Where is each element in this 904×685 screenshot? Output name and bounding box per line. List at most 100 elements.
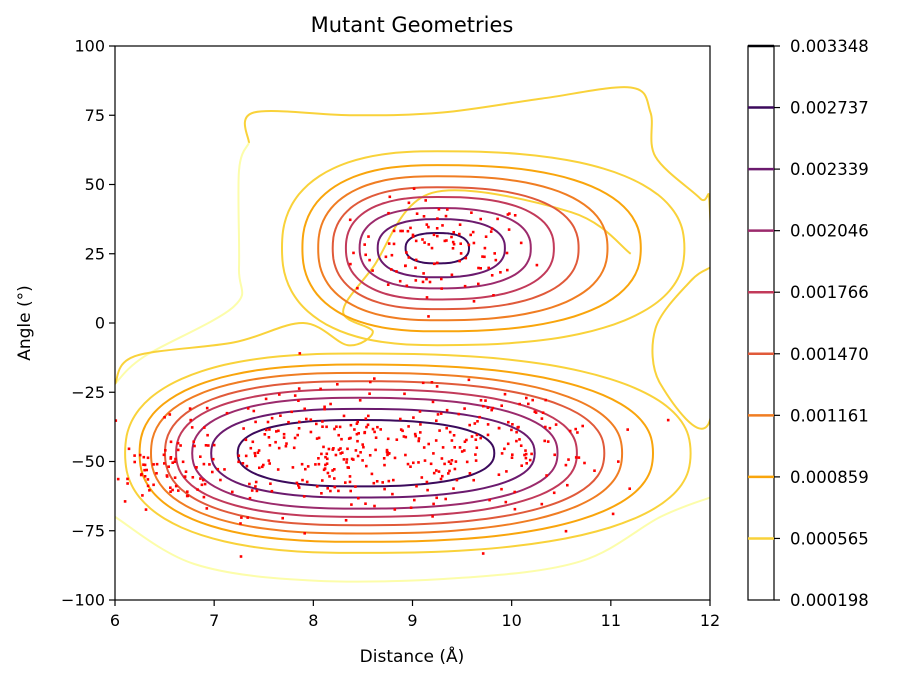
scatter-point (368, 454, 372, 457)
scatter-point (486, 423, 490, 426)
scatter-point (424, 199, 427, 202)
scatter-point (345, 458, 349, 461)
scatter-point (491, 406, 495, 410)
scatter-point (411, 233, 415, 237)
scatter-point (390, 253, 394, 257)
scatter-point (297, 399, 300, 402)
scatter-point (141, 494, 144, 497)
scatter-point (444, 214, 448, 218)
scatter-point (474, 459, 478, 462)
colorbar-tick-label: 0.002339 (790, 160, 869, 179)
scatter-point (346, 466, 350, 469)
scatter-point (524, 456, 528, 460)
scatter-point (432, 452, 435, 455)
scatter-point (510, 428, 513, 432)
y-axis-label: Angle (°) (15, 285, 35, 361)
scatter-point (349, 489, 352, 493)
scatter-point (409, 506, 413, 509)
scatter-point (412, 187, 416, 190)
scatter-point (144, 508, 148, 511)
scatter-point (436, 413, 440, 416)
scatter-point (140, 472, 143, 476)
scatter-point (193, 444, 196, 448)
scatter-point (427, 315, 430, 318)
scatter-point (384, 255, 388, 259)
scatter-point (446, 208, 449, 211)
scatter-point (356, 439, 359, 443)
y-tick-label: 75 (85, 106, 105, 125)
scatter-point (256, 451, 260, 454)
scatter-point (191, 476, 195, 479)
scatter-point (423, 459, 427, 462)
scatter-point (386, 283, 390, 286)
scatter-point (399, 417, 402, 421)
scatter-point (319, 387, 322, 391)
scatter-point (363, 243, 366, 246)
scatter-point (541, 411, 545, 414)
scatter-point (353, 428, 356, 431)
scatter-point (285, 442, 288, 445)
scatter-point (190, 426, 194, 429)
scatter-point (231, 490, 234, 494)
scatter-point (500, 487, 503, 491)
scatter-point (474, 453, 477, 456)
scatter-point (450, 459, 454, 462)
scatter-point (336, 383, 339, 386)
scatter-point (417, 437, 421, 440)
scatter-point (468, 423, 471, 427)
scatter-point (433, 262, 436, 266)
colorbar-tick-label: 0.000565 (790, 529, 869, 548)
scatter-point (241, 462, 245, 465)
scatter-point (323, 405, 326, 409)
scatter-point (342, 458, 346, 461)
scatter-point (387, 452, 391, 455)
scatter-point (339, 447, 342, 450)
scatter-point (415, 212, 419, 215)
contour-outer-2 (115, 496, 710, 583)
scatter-point (274, 440, 277, 444)
scatter-point (261, 465, 264, 469)
scatter-point (544, 398, 547, 402)
scatter-point (200, 483, 204, 487)
scatter-point (387, 242, 391, 245)
scatter-point (421, 381, 425, 385)
scatter-point (431, 400, 435, 404)
scatter-point (499, 271, 502, 274)
scatter-point (248, 482, 251, 486)
scatter-point (385, 448, 389, 452)
scatter-point (490, 408, 493, 412)
scatter-point (427, 225, 430, 229)
contour-lower-level-1 (124, 352, 692, 554)
scatter-point (473, 422, 477, 425)
scatter-point (503, 447, 506, 451)
scatter-point (475, 433, 479, 437)
scatter-point (350, 503, 353, 506)
scatter-point (328, 475, 331, 478)
scatter-point (325, 425, 328, 429)
scatter-point (453, 467, 457, 471)
scatter-point (482, 404, 485, 408)
scatter-point (425, 223, 429, 226)
scatter-point (407, 425, 410, 428)
scatter-point (483, 255, 486, 259)
scatter-point (303, 532, 306, 535)
scatter-point (534, 411, 538, 414)
scatter-point (421, 280, 425, 284)
scatter-point (331, 469, 334, 472)
scatter-point (325, 452, 329, 456)
scatter-point (254, 485, 257, 488)
y-tick-label: 50 (85, 175, 105, 194)
scatter-point (335, 425, 338, 428)
scatter-point (519, 241, 523, 245)
scatter-point (428, 280, 432, 284)
scatter-point (176, 448, 180, 452)
scatter-point (409, 226, 412, 230)
scatter-point (208, 463, 211, 466)
scatter-point (278, 393, 281, 396)
scatter-point (520, 464, 523, 467)
scatter-point (371, 427, 375, 431)
scatter-point (506, 442, 510, 446)
scatter-point (181, 460, 185, 464)
scatter-point (376, 425, 379, 429)
scatter-point (356, 420, 359, 424)
